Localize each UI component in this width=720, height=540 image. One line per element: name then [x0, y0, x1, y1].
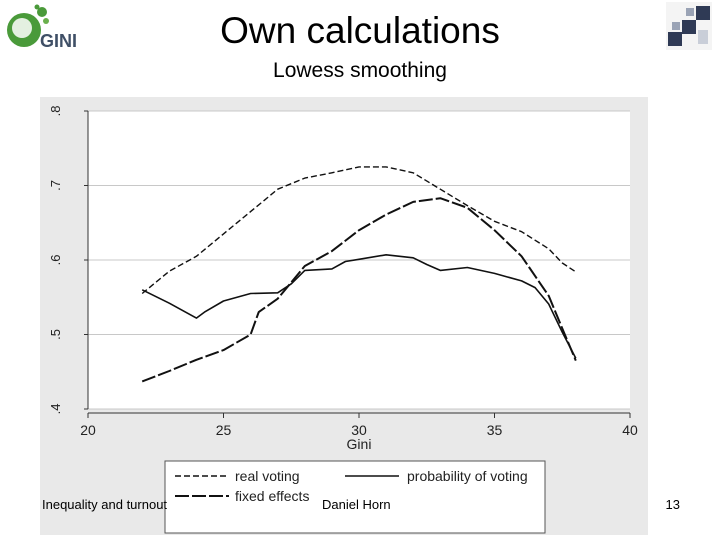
lowess-chart: .4 .5 .6 .7 .8 20 25 30 35 40 Gini real voting proba… — [48, 106, 638, 534]
chart-panel: .4 .5 .6 .7 .8 20 25 30 35 40 Gini real voting proba… — [40, 97, 648, 535]
x-tick-label: 30 — [351, 422, 367, 438]
logo-inner-circle — [12, 18, 32, 38]
x-tick-label: 20 — [80, 422, 96, 438]
legend-label: fixed effects — [235, 488, 309, 504]
gini-logo: GINI — [7, 4, 77, 51]
legend-label: real voting — [235, 468, 300, 484]
logo-text: GINI — [40, 31, 77, 51]
series-line-probability-of-voting — [141, 254, 577, 359]
y-tick-label: .7 — [48, 180, 63, 191]
staircase-logo — [666, 2, 712, 50]
legend-box — [164, 460, 546, 534]
series-line-real-voting — [141, 166, 577, 295]
y-tick-label: .8 — [48, 106, 63, 117]
legend-label: probability of voting — [407, 468, 528, 484]
y-tick-label: .6 — [48, 255, 63, 266]
slide-subtitle: Lowess smoothing — [273, 59, 447, 82]
y-tick-label: .5 — [48, 329, 63, 340]
logo-small-circle-1 — [37, 7, 47, 17]
y-tick-label: .4 — [48, 404, 63, 415]
slide-title: Own calculations — [220, 10, 500, 51]
footer-left: Inequality and turnout — [42, 497, 168, 512]
logo-small-circle-2 — [34, 4, 40, 10]
series-line-fixed-effects — [141, 197, 577, 383]
logo-small-circle-3 — [43, 18, 49, 24]
x-tick-label: 25 — [216, 422, 232, 438]
x-axis-title: Gini — [347, 436, 372, 452]
x-tick-label: 40 — [622, 422, 638, 438]
page-number: 13 — [665, 497, 680, 512]
x-tick-label: 35 — [487, 422, 503, 438]
footer-author: Daniel Horn — [322, 497, 391, 512]
